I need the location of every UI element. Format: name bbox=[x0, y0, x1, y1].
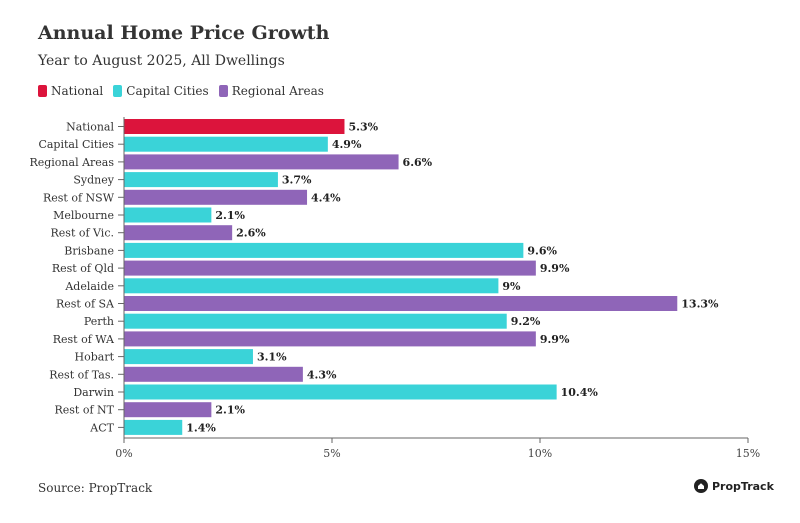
legend-label-regional-areas: Regional Areas bbox=[231, 84, 324, 98]
bar-rest-of-vic bbox=[124, 225, 233, 241]
category-label-rest-of-sa: Rest of SA bbox=[56, 298, 115, 311]
bar-perth bbox=[124, 313, 507, 329]
data-label-brisbane: 9.6% bbox=[527, 244, 557, 257]
bar-national bbox=[124, 119, 345, 134]
data-label-rest-of-sa: 13.3% bbox=[681, 298, 719, 311]
bar-hobart bbox=[124, 349, 253, 365]
bar-rest-of-nt bbox=[124, 402, 212, 418]
data-label-rest-of-tas: 4.3% bbox=[307, 368, 337, 381]
legend-item-capital-cities: Capital Cities bbox=[113, 84, 209, 98]
legend-swatch-regional-areas bbox=[218, 85, 228, 97]
brand-logo: PropTrack bbox=[694, 479, 774, 493]
chart-subtitle: Year to August 2025, All Dwellings bbox=[38, 53, 285, 69]
data-label-darwin: 10.4% bbox=[561, 386, 599, 399]
data-label-hobart: 3.1% bbox=[257, 351, 287, 364]
bar-adelaide bbox=[124, 278, 499, 294]
bar-rest-of-wa bbox=[124, 331, 536, 347]
source-note: Source: PropTrack bbox=[38, 481, 153, 495]
legend-item-regional-areas: Regional Areas bbox=[218, 84, 324, 98]
data-label-melbourne: 2.1% bbox=[215, 209, 245, 222]
category-label-national: National bbox=[66, 121, 114, 134]
chart-title: Annual Home Price Growth bbox=[38, 22, 330, 44]
data-label-adelaide: 9% bbox=[502, 280, 521, 293]
bar-capital-cities bbox=[124, 136, 328, 152]
bar-rest-of-sa bbox=[124, 296, 678, 311]
category-label-melbourne: Melbourne bbox=[53, 209, 114, 222]
legend-label-national: National bbox=[51, 84, 104, 98]
category-label-rest-of-qld: Rest of Qld bbox=[52, 262, 114, 275]
data-label-rest-of-nsw: 4.4% bbox=[311, 191, 341, 204]
bar-darwin bbox=[124, 384, 557, 400]
bar-melbourne bbox=[124, 207, 212, 223]
category-label-perth: Perth bbox=[84, 315, 114, 328]
category-label-adelaide: Adelaide bbox=[64, 280, 114, 293]
bar-rest-of-tas bbox=[124, 366, 303, 382]
bar-regional-areas bbox=[124, 154, 399, 170]
bar-brisbane bbox=[124, 242, 524, 258]
data-label-rest-of-vic: 2.6% bbox=[236, 227, 266, 240]
x-tick-label-0: 0% bbox=[115, 447, 132, 460]
bar-sydney bbox=[124, 172, 278, 188]
bar-rest-of-nsw bbox=[124, 189, 308, 205]
category-label-rest-of-tas: Rest of Tas. bbox=[49, 368, 114, 381]
category-label-hobart: Hobart bbox=[75, 351, 115, 364]
data-label-regional-areas: 6.6% bbox=[403, 156, 433, 169]
category-label-rest-of-vic: Rest of Vic. bbox=[51, 227, 114, 240]
data-label-rest-of-wa: 9.9% bbox=[540, 333, 570, 346]
x-tick-label-15: 15% bbox=[736, 447, 760, 460]
category-label-darwin: Darwin bbox=[73, 386, 114, 399]
category-label-rest-of-wa: Rest of WA bbox=[53, 333, 115, 346]
data-label-rest-of-qld: 9.9% bbox=[540, 262, 570, 275]
category-label-brisbane: Brisbane bbox=[64, 244, 114, 257]
data-label-perth: 9.2% bbox=[511, 315, 541, 328]
legend-swatch-national bbox=[38, 85, 47, 97]
x-tick-label-10: 10% bbox=[528, 447, 552, 460]
category-label-rest-of-nt: Rest of NT bbox=[54, 404, 114, 417]
brand-name: PropTrack bbox=[712, 479, 774, 493]
legend-label-capital-cities: Capital Cities bbox=[126, 84, 209, 98]
data-label-national: 5.3% bbox=[348, 121, 378, 134]
legend: National Capital Cities Regional Areas bbox=[38, 84, 324, 98]
data-label-act: 1.4% bbox=[186, 421, 216, 434]
category-label-regional-areas: Regional Areas bbox=[29, 156, 114, 169]
bar-act bbox=[124, 419, 183, 435]
data-label-sydney: 3.7% bbox=[282, 174, 312, 187]
category-label-sydney: Sydney bbox=[73, 174, 114, 187]
category-label-capital-cities: Capital Cities bbox=[38, 138, 114, 151]
data-label-capital-cities: 4.9% bbox=[332, 138, 362, 151]
bar-rest-of-qld bbox=[124, 260, 536, 276]
category-label-rest-of-nsw: Rest of NSW bbox=[43, 191, 115, 204]
x-tick-label-5: 5% bbox=[323, 447, 340, 460]
house-icon bbox=[694, 479, 708, 493]
legend-item-national: National bbox=[38, 84, 103, 98]
data-label-rest-of-nt: 2.1% bbox=[215, 404, 245, 417]
legend-swatch-capital-cities bbox=[113, 85, 123, 97]
category-label-act: ACT bbox=[89, 421, 114, 434]
